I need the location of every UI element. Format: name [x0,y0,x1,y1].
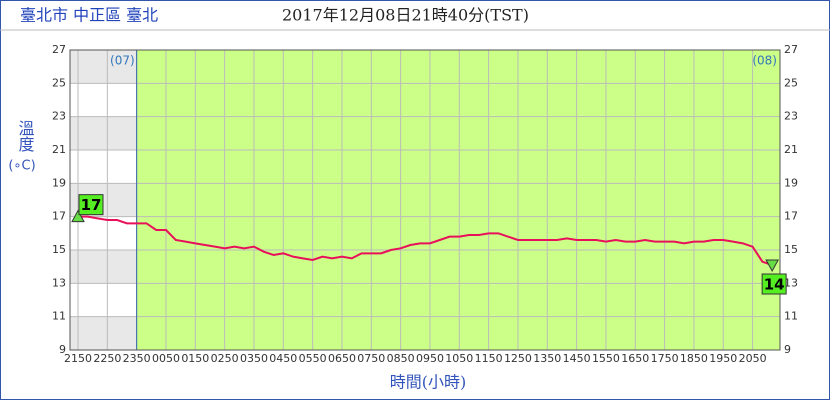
x-tick-label: 1950 [709,352,737,365]
x-tick-label: 0950 [416,352,444,365]
x-tick-label: 1250 [504,352,532,365]
band [70,50,137,84]
plot-background [136,50,780,350]
y-tick-label: 25 [52,76,66,89]
location: 臺北市 中正區 臺北 [20,6,158,25]
x-tick-label: 0250 [211,352,239,365]
min-label-box [761,273,787,295]
x-tick-label: 0750 [357,352,385,365]
max-label: 17 [81,196,102,214]
y2-tick-label: 15 [784,243,798,256]
max-label-box [78,194,104,216]
x-tick-label: 0450 [269,352,297,365]
x-tick-label: 0150 [181,352,209,365]
band [70,283,137,317]
y-tick-label: 13 [52,276,66,289]
x-tick-label: 0350 [240,352,268,365]
y-tick-label: 9 [59,343,66,356]
x-tick-label: 0050 [152,352,180,365]
x-tick-label: 1650 [621,352,649,365]
x-tick-label: 1150 [475,352,503,365]
x-tick-label: 2250 [93,352,121,365]
y-tick-label: 27 [52,43,66,56]
min-label: 14 [764,276,785,294]
band [70,250,137,284]
x-tick-label: 0850 [387,352,415,365]
y2-tick-label: 27 [784,43,798,56]
x-tick-label: 2350 [123,352,151,365]
x-tick-label: 2050 [739,352,767,365]
x-axis-label: 時間(小時) [390,373,467,392]
y2-tick-label: 9 [784,343,791,356]
y-tick-label: 15 [52,243,66,256]
y-tick-label: 11 [52,310,66,323]
band [70,83,137,117]
x-tick-label: 1350 [533,352,561,365]
band [70,316,137,350]
x-tick-label: 2150 [64,352,92,365]
y-axis-unit: (∘C) [8,159,35,174]
min-marker [765,259,779,273]
x-tick-label: 1050 [445,352,473,365]
x-tick-label: 0550 [299,352,327,365]
band [70,150,137,184]
x-tick-label: 0650 [328,352,356,365]
x-tick-label: 1750 [651,352,679,365]
y-tick-label: 23 [52,110,66,123]
plot-border [69,49,781,351]
band [70,116,137,150]
y2-tick-label: 23 [784,110,798,123]
max-marker [71,209,85,223]
y-tick-label: 19 [52,176,66,189]
y2-tick-label: 17 [784,210,798,223]
x-tick-label: 1850 [680,352,708,365]
timestamp: 2017年12月08日21時40分(TST) [282,6,529,25]
y2-tick-label: 11 [784,310,798,323]
y-tick-label: 17 [52,210,66,223]
y2-tick-label: 19 [784,176,798,189]
y2-tick-label: 21 [784,143,798,156]
day-label: (07) [110,54,135,68]
x-tick-label: 1450 [563,352,591,365]
y2-tick-label: 25 [784,76,798,89]
y2-tick-label: 13 [784,276,798,289]
day-label: (08) [752,54,777,68]
y-axis-label: 溫度 [16,120,35,152]
x-tick-label: 1550 [592,352,620,365]
temperature-line [78,215,773,266]
y-tick-label: 21 [52,143,66,156]
